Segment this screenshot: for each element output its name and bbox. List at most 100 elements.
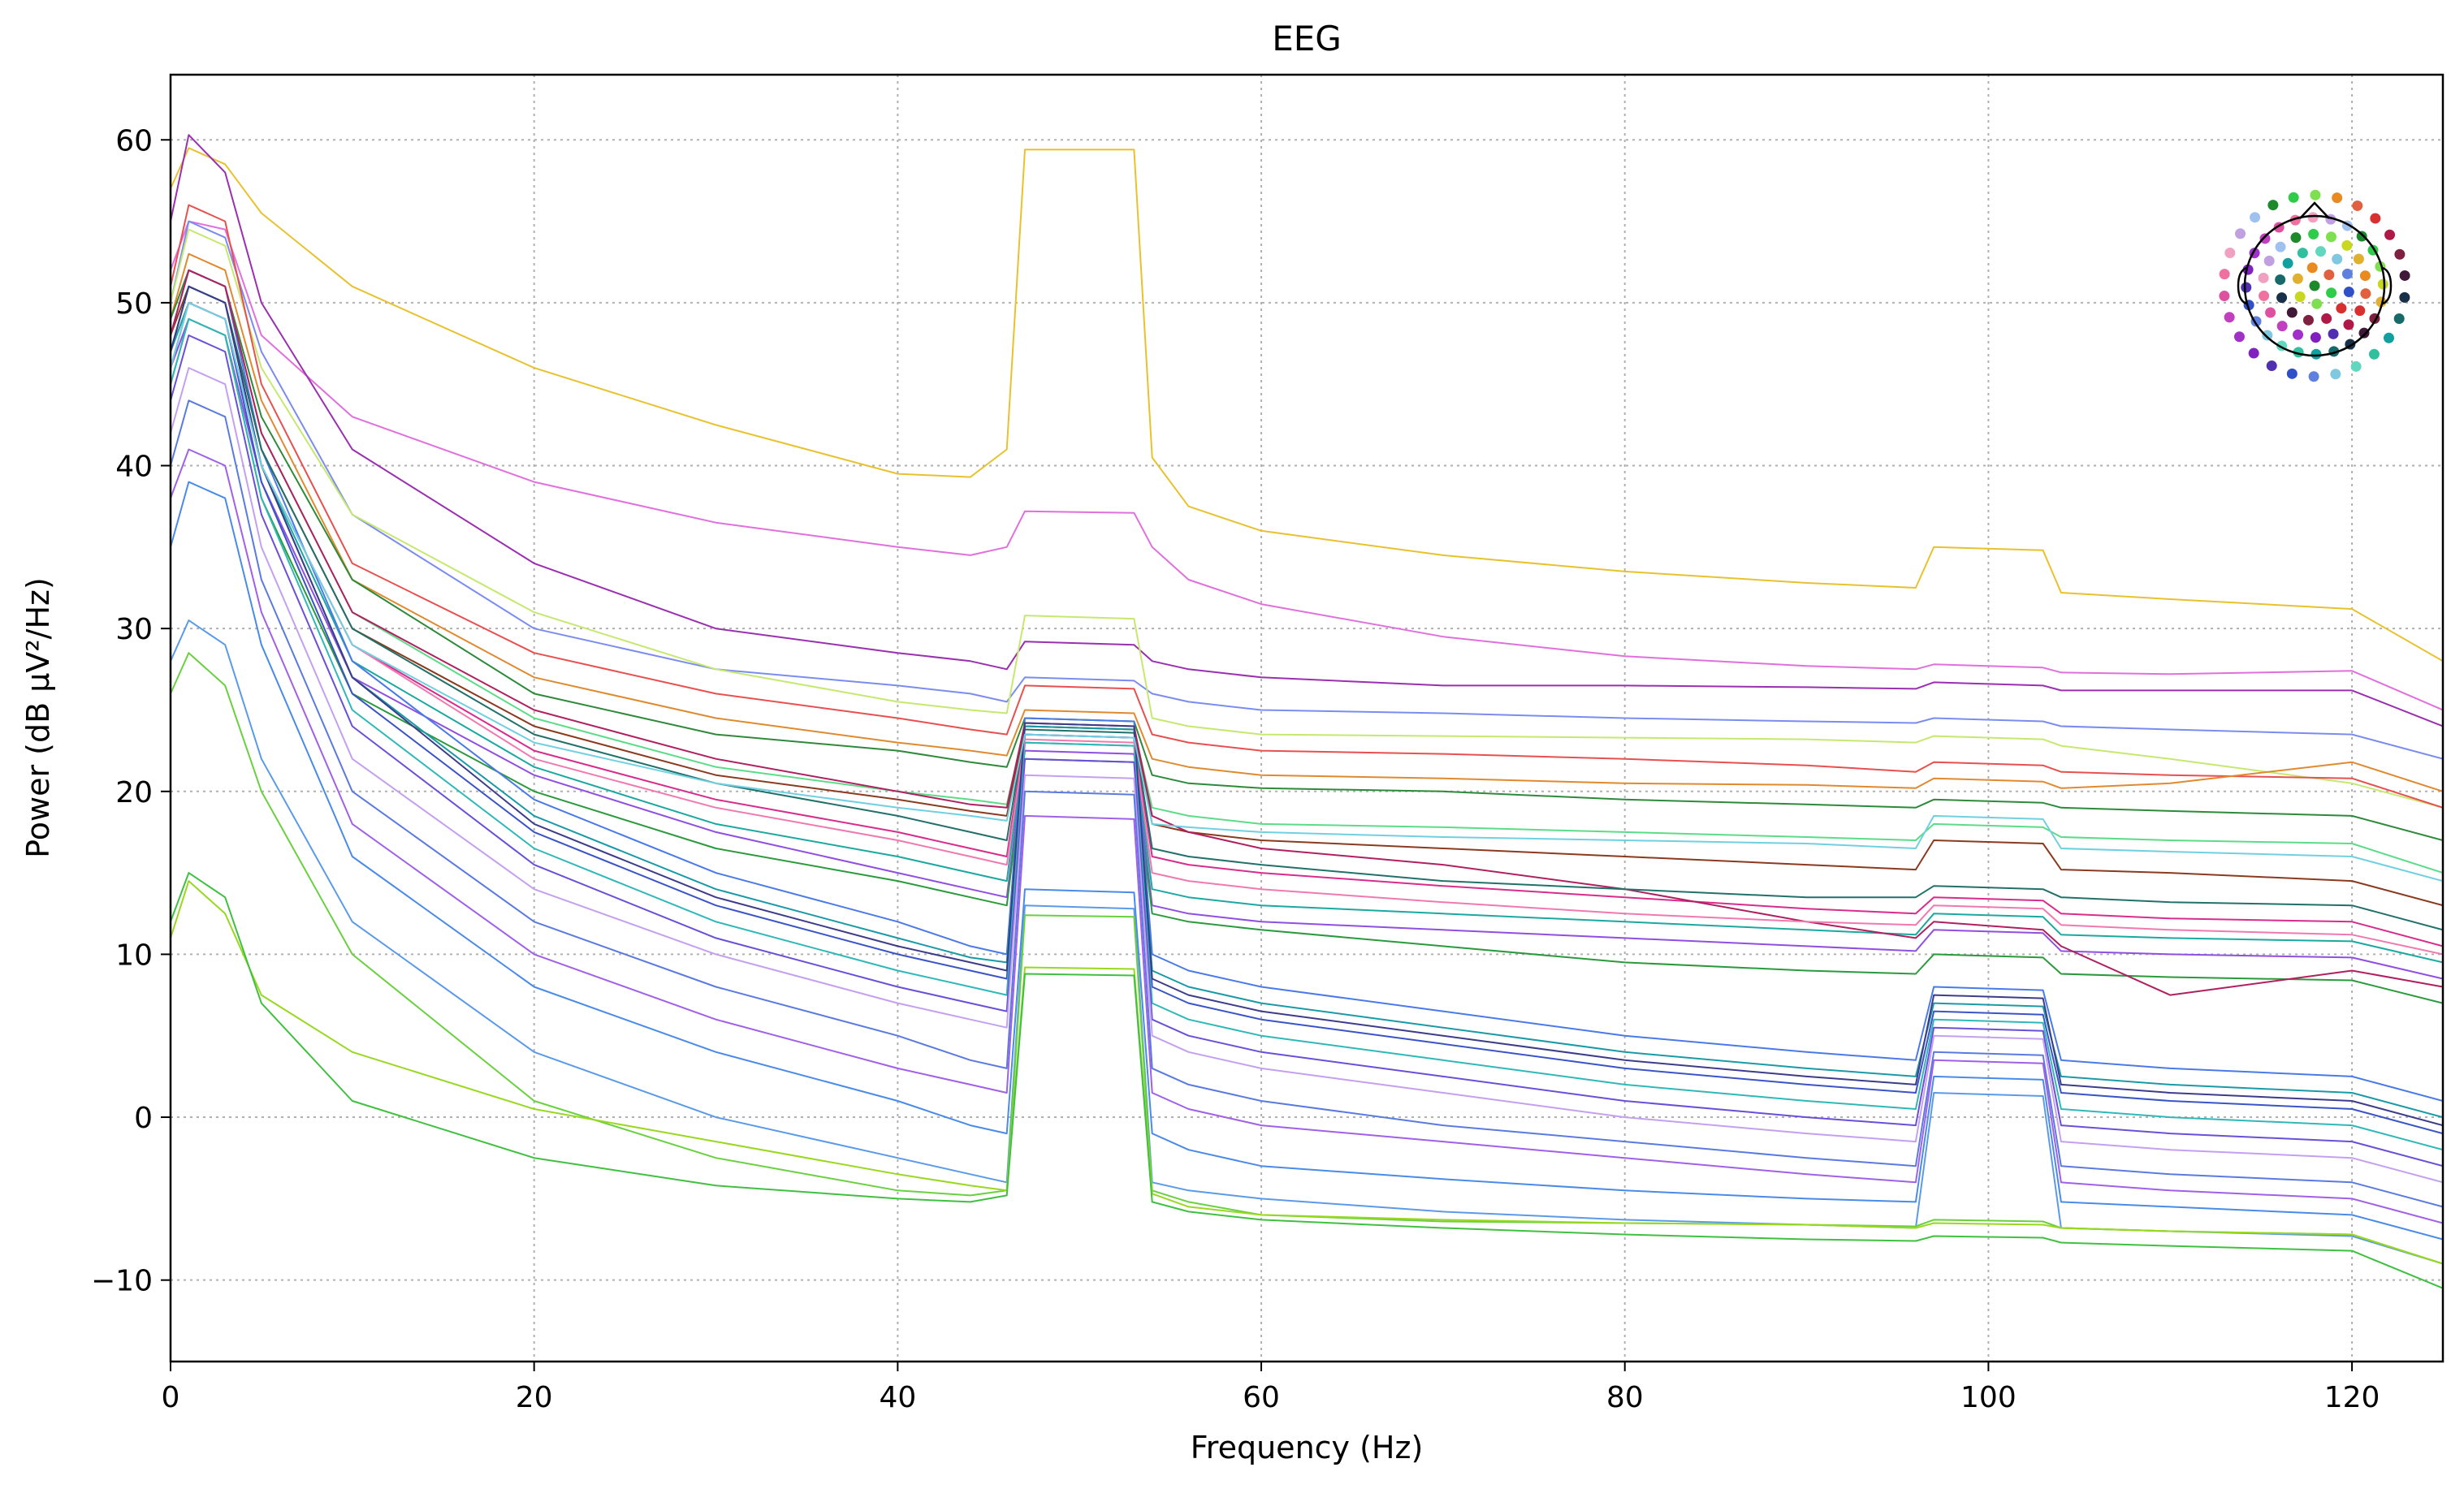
sensor-dot <box>2384 229 2396 240</box>
y-tick-label: −10 <box>91 1265 153 1298</box>
sensor-dot <box>2370 213 2381 224</box>
y-tick-label: 60 <box>115 124 153 158</box>
x-axis-label: Frequency (Hz) <box>1191 1430 1424 1465</box>
sensor-dot <box>2326 287 2337 299</box>
sensor-dot <box>2259 290 2270 301</box>
sensor-dot <box>2343 287 2354 298</box>
head-outline <box>2243 214 2386 357</box>
series-line <box>171 228 2443 809</box>
sensor-dot <box>2321 313 2332 324</box>
series-line <box>171 481 2443 1241</box>
series-line <box>171 317 2443 1151</box>
series-line <box>171 285 2443 931</box>
sensor-dot <box>2224 312 2235 323</box>
x-tick-label: 120 <box>2324 1381 2380 1414</box>
y-axis-ticks: −10 0 10 20 30 40 50 60 <box>91 124 171 1298</box>
sensor-dot <box>2330 369 2341 380</box>
sensor-dot <box>2258 272 2269 283</box>
axes-frame <box>169 73 2445 1363</box>
sensor-dot <box>2302 314 2314 326</box>
sensor-dot <box>2288 192 2299 203</box>
series-line <box>171 269 2443 841</box>
sensor-dot <box>2262 330 2273 341</box>
x-axis-ticks: 0 20 40 60 80 100 120 <box>162 1362 2380 1414</box>
x-tick-label: 40 <box>879 1381 916 1414</box>
y-tick-label: 30 <box>115 613 153 646</box>
sensor-dot <box>2341 268 2353 279</box>
sensor-dot <box>2259 233 2271 244</box>
sensor-dot <box>2290 232 2302 244</box>
series-line <box>171 301 2443 1135</box>
sensor-dot <box>2265 307 2276 318</box>
series-line <box>171 872 2443 1289</box>
y-tick-label: 40 <box>115 451 153 484</box>
series-line <box>171 204 2443 809</box>
sensor-dot <box>2328 328 2339 339</box>
sensor-dot <box>2315 246 2327 257</box>
sensor-dot <box>2275 274 2286 285</box>
sensor-dot <box>2308 228 2319 240</box>
sensor-dot <box>2292 273 2303 284</box>
y-tick-label: 20 <box>115 776 153 809</box>
sensor-dot <box>2353 253 2364 265</box>
series-lines <box>171 134 2443 1289</box>
sensor-dot <box>2286 307 2298 318</box>
sensor-dot <box>2219 291 2230 302</box>
series-line <box>171 147 2443 662</box>
sensor-dot <box>2356 231 2367 242</box>
sensor-dot <box>2294 291 2306 302</box>
x-tick-label: 60 <box>1243 1381 1280 1414</box>
sensor-dot <box>2276 292 2288 304</box>
y-axis-label: Power (dB µV²/Hz) <box>20 577 56 858</box>
x-tick-label: 20 <box>516 1381 553 1414</box>
sensor-dot <box>2310 189 2321 201</box>
series-line <box>171 220 2443 711</box>
sensor-dot <box>2399 270 2410 281</box>
series-line <box>171 367 2443 1184</box>
sensor-dot <box>2306 262 2318 274</box>
series-line <box>171 285 2443 1127</box>
x-tick-label: 0 <box>162 1381 180 1414</box>
sensor-dot <box>2336 303 2347 314</box>
sensor-dot <box>2266 360 2277 372</box>
sensor-dot <box>2359 270 2371 282</box>
sensor-dot <box>2352 200 2363 211</box>
sensor-dot <box>2360 288 2371 300</box>
sensor-dot <box>2350 360 2362 372</box>
sensor-dot <box>2250 212 2261 223</box>
sensor-dot <box>2310 332 2321 343</box>
series-line <box>171 334 2443 1167</box>
sensor-dot <box>2383 332 2394 343</box>
sensor-dot <box>2332 253 2343 265</box>
plot-area: 0 20 40 60 80 100 120 −10 0 10 20 30 40 50 60 <box>91 73 2445 1414</box>
sensor-dot <box>2235 228 2246 240</box>
sensor-dot <box>2354 305 2366 317</box>
sensor-dot <box>2275 241 2286 252</box>
sensor-dot <box>2233 331 2245 343</box>
x-tick-label: 100 <box>1960 1381 2017 1414</box>
sensor-dot <box>2394 248 2406 260</box>
sensor-dot <box>2308 371 2319 382</box>
sensor-dot <box>2368 348 2380 360</box>
head-ear-left <box>2237 266 2247 305</box>
sensor-dot <box>2393 313 2405 325</box>
sensor-dot <box>2399 291 2410 303</box>
sensor-dot <box>2358 327 2370 339</box>
sensor-dot <box>2276 321 2288 332</box>
series-line <box>171 301 2443 883</box>
sensor-dot <box>2224 247 2236 258</box>
sensor-dot <box>2343 319 2354 330</box>
sensor-dot <box>2324 270 2335 281</box>
sensor-dot <box>2248 347 2259 359</box>
y-tick-label: 50 <box>115 287 153 321</box>
sensor-dot <box>2297 248 2308 259</box>
head-ear-right <box>2382 266 2393 305</box>
series-line <box>171 269 2443 1102</box>
sensor-dot <box>2332 192 2343 204</box>
series-line <box>171 399 2443 1208</box>
sensor-dot <box>2282 257 2293 269</box>
y-tick-label: 0 <box>134 1102 153 1135</box>
sensor-dot <box>2341 240 2353 251</box>
